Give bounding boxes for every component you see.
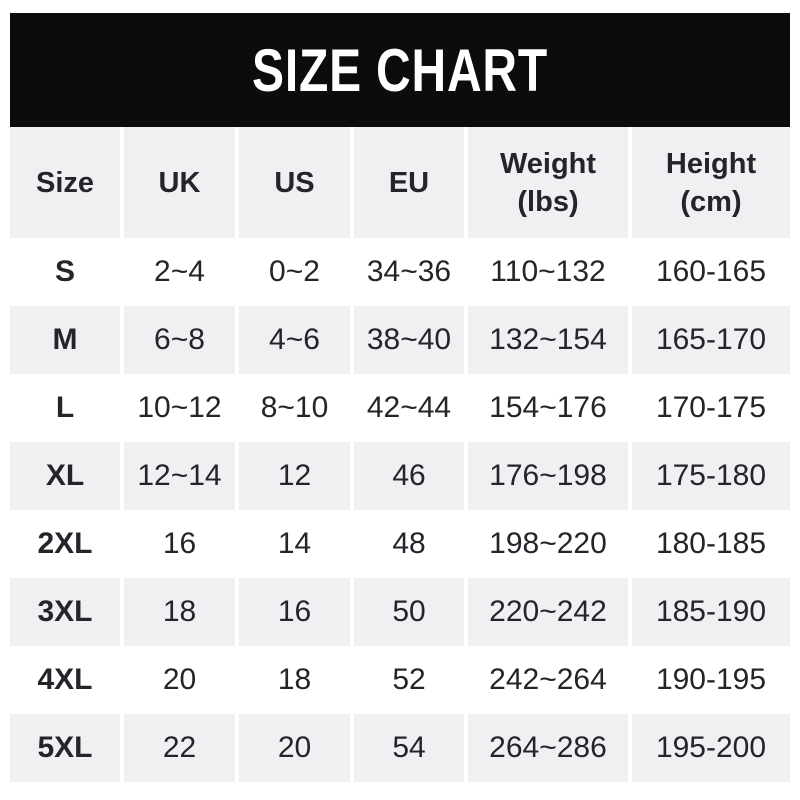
- cell-uk: 22: [122, 714, 239, 782]
- column-header-label: Size: [35, 166, 95, 199]
- header-row: Size UK US EU Weight (lbs) Height (cm): [10, 127, 790, 238]
- cell-eu: 46: [352, 442, 468, 510]
- cell-height: 165-170: [630, 306, 790, 374]
- cell-weight: 110~132: [466, 238, 632, 306]
- cell-uk: 12~14: [122, 442, 239, 510]
- cell-height: 195-200: [630, 714, 790, 782]
- cell-us: 16: [237, 578, 354, 646]
- cell-eu: 54: [352, 714, 468, 782]
- cell-height: 175-180: [630, 442, 790, 510]
- table-row-s: S 2~4 0~2 34~36 110~132 160-165: [10, 238, 790, 306]
- table-row-3xl: 3XL 18 16 50 220~242 185-190: [10, 578, 790, 646]
- cell-weight: 198~220: [466, 510, 632, 578]
- cell-height: 190-195: [630, 646, 790, 714]
- cell-eu: 48: [352, 510, 468, 578]
- table-row-4xl: 4XL 20 18 52 242~264 190-195: [10, 646, 790, 714]
- column-header-eu: EU: [352, 127, 468, 238]
- column-header-weight: Weight (lbs): [466, 127, 632, 238]
- cell-uk: 6~8: [122, 306, 239, 374]
- cell-weight: 154~176: [466, 374, 632, 442]
- cell-height: 180-185: [630, 510, 790, 578]
- cell-size: L: [10, 374, 124, 442]
- cell-weight: 132~154: [466, 306, 632, 374]
- table-row-xl: XL 12~14 12 46 176~198 175-180: [10, 442, 790, 510]
- cell-eu: 34~36: [352, 238, 468, 306]
- column-header-label: EU: [388, 166, 430, 199]
- column-header-label: US: [274, 166, 315, 199]
- cell-eu: 50: [352, 578, 468, 646]
- size-chart-table: Size UK US EU Weight (lbs) Height (cm): [10, 127, 790, 782]
- cell-weight: 220~242: [466, 578, 632, 646]
- cell-uk: 20: [122, 646, 239, 714]
- cell-us: 12: [237, 442, 354, 510]
- table-row-m: M 6~8 4~6 38~40 132~154 165-170: [10, 306, 790, 374]
- column-header-label: Weight: [499, 147, 597, 180]
- cell-eu: 42~44: [352, 374, 468, 442]
- cell-eu: 52: [352, 646, 468, 714]
- cell-weight: 176~198: [466, 442, 632, 510]
- cell-size: 5XL: [10, 714, 124, 782]
- cell-size: XL: [10, 442, 124, 510]
- cell-us: 8~10: [237, 374, 354, 442]
- cell-size: 3XL: [10, 578, 124, 646]
- cell-uk: 10~12: [122, 374, 239, 442]
- cell-size: M: [10, 306, 124, 374]
- cell-us: 20: [237, 714, 354, 782]
- cell-size: 4XL: [10, 646, 124, 714]
- cell-weight: 264~286: [466, 714, 632, 782]
- column-header-uk: UK: [122, 127, 239, 238]
- column-header-height: Height (cm): [630, 127, 790, 238]
- cell-height: 160-165: [630, 238, 790, 306]
- table-row-2xl: 2XL 16 14 48 198~220 180-185: [10, 510, 790, 578]
- cell-uk: 2~4: [122, 238, 239, 306]
- table-row-l: L 10~12 8~10 42~44 154~176 170-175: [10, 374, 790, 442]
- cell-size: 2XL: [10, 510, 124, 578]
- table-row-5xl: 5XL 22 20 54 264~286 195-200: [10, 714, 790, 782]
- cell-uk: 16: [122, 510, 239, 578]
- cell-uk: 18: [122, 578, 239, 646]
- cell-us: 18: [237, 646, 354, 714]
- cell-height: 185-190: [630, 578, 790, 646]
- column-header-us: US: [237, 127, 354, 238]
- cell-weight: 242~264: [466, 646, 632, 714]
- cell-size: S: [10, 238, 124, 306]
- cell-eu: 38~40: [352, 306, 468, 374]
- column-header-label: Height: [665, 147, 757, 180]
- cell-us: 0~2: [237, 238, 354, 306]
- cell-height: 170-175: [630, 374, 790, 442]
- column-header-size: Size: [10, 127, 124, 238]
- column-header-label: UK: [158, 166, 201, 199]
- title-banner: SIZE CHART: [10, 13, 790, 127]
- cell-us: 14: [237, 510, 354, 578]
- page-title: SIZE CHART: [252, 36, 548, 104]
- cell-us: 4~6: [237, 306, 354, 374]
